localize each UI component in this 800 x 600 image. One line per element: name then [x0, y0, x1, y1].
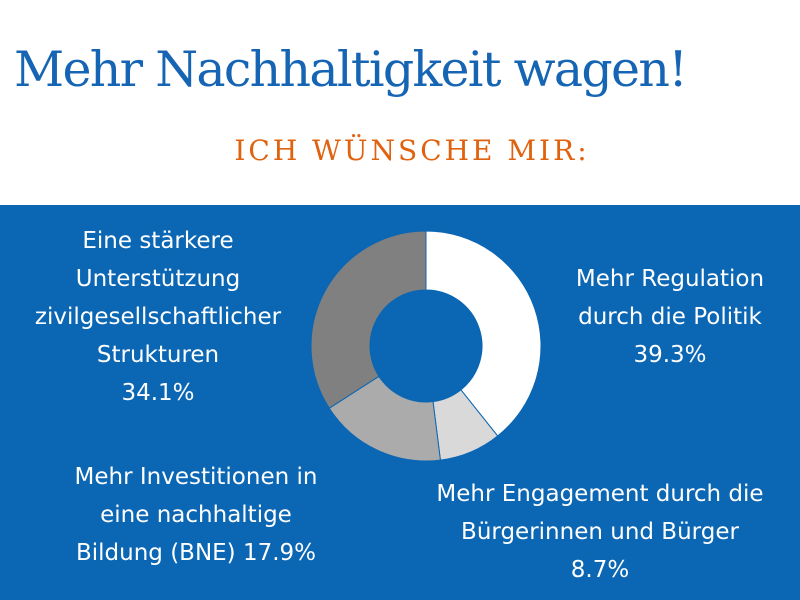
label-zivilgesellschaft: Eine stärkere Unterstützung zivilgesells… [0, 222, 316, 412]
label-engagement-line: Bürgerinnen und Bürger [461, 519, 739, 545]
label-bildung-line: Mehr Investitionen in [74, 464, 318, 490]
label-engagement-line: Mehr Engagement durch die [436, 481, 764, 507]
label-politik-value: 39.3% [633, 342, 707, 368]
slice-politik [425, 230, 542, 437]
page-title: Mehr Nachhaltigkeit wagen! [14, 41, 688, 98]
label-politik-line: Mehr Regulation [575, 266, 765, 292]
label-zivilgesellschaft-line: Strukturen [96, 342, 220, 368]
label-politik: Mehr Regulation durch die Politik 39.3% [540, 260, 800, 374]
page-subtitle: ICH WÜNSCHE MIR: [234, 134, 590, 167]
label-zivilgesellschaft-value: 34.1% [121, 380, 195, 406]
label-bildung-line: eine nachhaltige [100, 502, 292, 528]
label-bildung-value: Bildung (BNE) 17.9% [75, 540, 317, 566]
slice-zivilgesellschaft [310, 230, 427, 409]
label-engagement: Mehr Engagement durch die Bürgerinnen un… [400, 475, 800, 589]
label-zivilgesellschaft-line: zivilgesellschaftlicher [34, 304, 282, 330]
label-engagement-value: 8.7% [570, 557, 630, 583]
label-bildung: Mehr Investitionen in eine nachhaltige B… [40, 458, 352, 572]
label-zivilgesellschaft-line: Eine stärkere [82, 228, 234, 254]
label-politik-line: durch die Politik [578, 304, 762, 330]
label-zivilgesellschaft-line: Unterstützung [75, 266, 241, 292]
